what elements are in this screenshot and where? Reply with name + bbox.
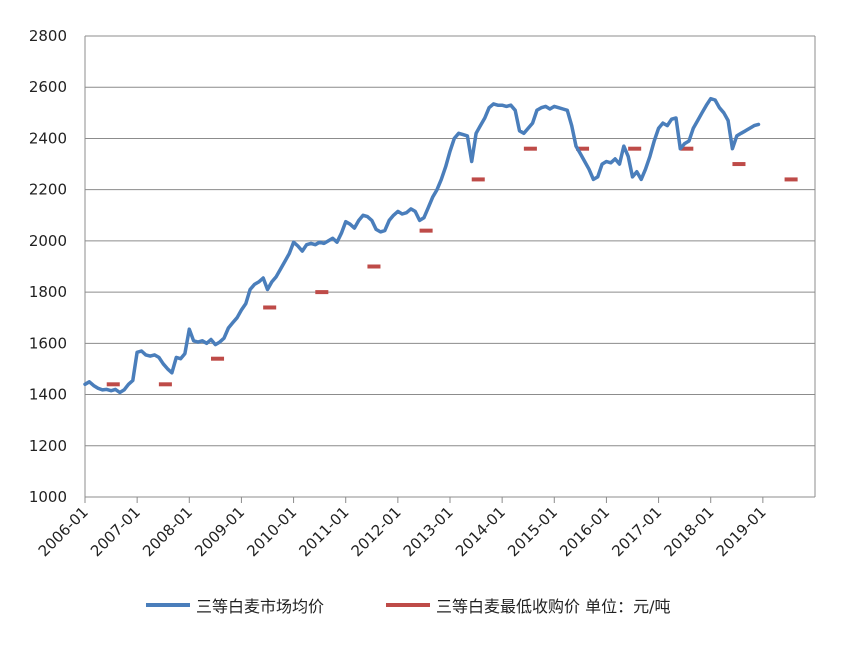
legend: 三等白麦市场均价 三等白麦最低收购价 单位：元/吨: [0, 590, 855, 620]
x-tick-label: 2015-01: [504, 503, 561, 560]
x-tick-label: 2006-01: [35, 503, 92, 560]
x-tick-label: 2017-01: [608, 503, 665, 560]
x-tick-label: 2012-01: [348, 503, 405, 560]
y-tick-label: 2000: [29, 232, 67, 250]
legend-label-minimum: 三等白麦最低收购价 单位：元/吨: [436, 597, 671, 616]
x-tick-label: 2014-01: [452, 503, 509, 560]
legend-label-market: 三等白麦市场均价: [196, 597, 325, 616]
legend-swatch-market: [146, 603, 190, 607]
x-tick-label: 2008-01: [139, 503, 196, 560]
y-tick-label: 2400: [29, 129, 67, 147]
y-tick-labels: 1000 1200 1400 1600 1800 2000 2200 2400 2600 2800: [29, 27, 67, 506]
y-tick-label: 1800: [29, 283, 67, 301]
market-price-series: [83, 96, 761, 395]
y-tick-label: 1400: [29, 386, 67, 404]
y-tick-label: 1200: [29, 437, 67, 455]
x-tick-label: 2009-01: [191, 503, 248, 560]
x-tick-label: 2011-01: [295, 503, 352, 560]
y-tick-label: 2600: [29, 78, 67, 96]
minimum-price-series: [106, 146, 798, 387]
y-tick-label: 2200: [29, 181, 67, 199]
legend-item-minimum: 三等白麦最低收购价 单位：元/吨: [386, 590, 670, 620]
x-tick-labels: 2006-012007-012008-012009-012010-012011-…: [35, 503, 770, 560]
x-tick-label: 2018-01: [660, 503, 717, 560]
x-tick-label: 2019-01: [713, 503, 770, 560]
x-tick-label: 2016-01: [556, 503, 613, 560]
legend-item-market: 三等白麦市场均价: [146, 590, 324, 620]
market-price-line: [83, 96, 761, 395]
x-tick-label: 2010-01: [243, 503, 300, 560]
axes: [84, 36, 816, 503]
y-tick-label: 2800: [29, 27, 67, 45]
y-tick-label: 1000: [29, 488, 67, 506]
x-tick-label: 2007-01: [87, 503, 144, 560]
legend-swatch-minimum: [386, 603, 430, 607]
x-tick-label: 2013-01: [400, 503, 457, 560]
y-tick-label: 1600: [29, 334, 67, 352]
